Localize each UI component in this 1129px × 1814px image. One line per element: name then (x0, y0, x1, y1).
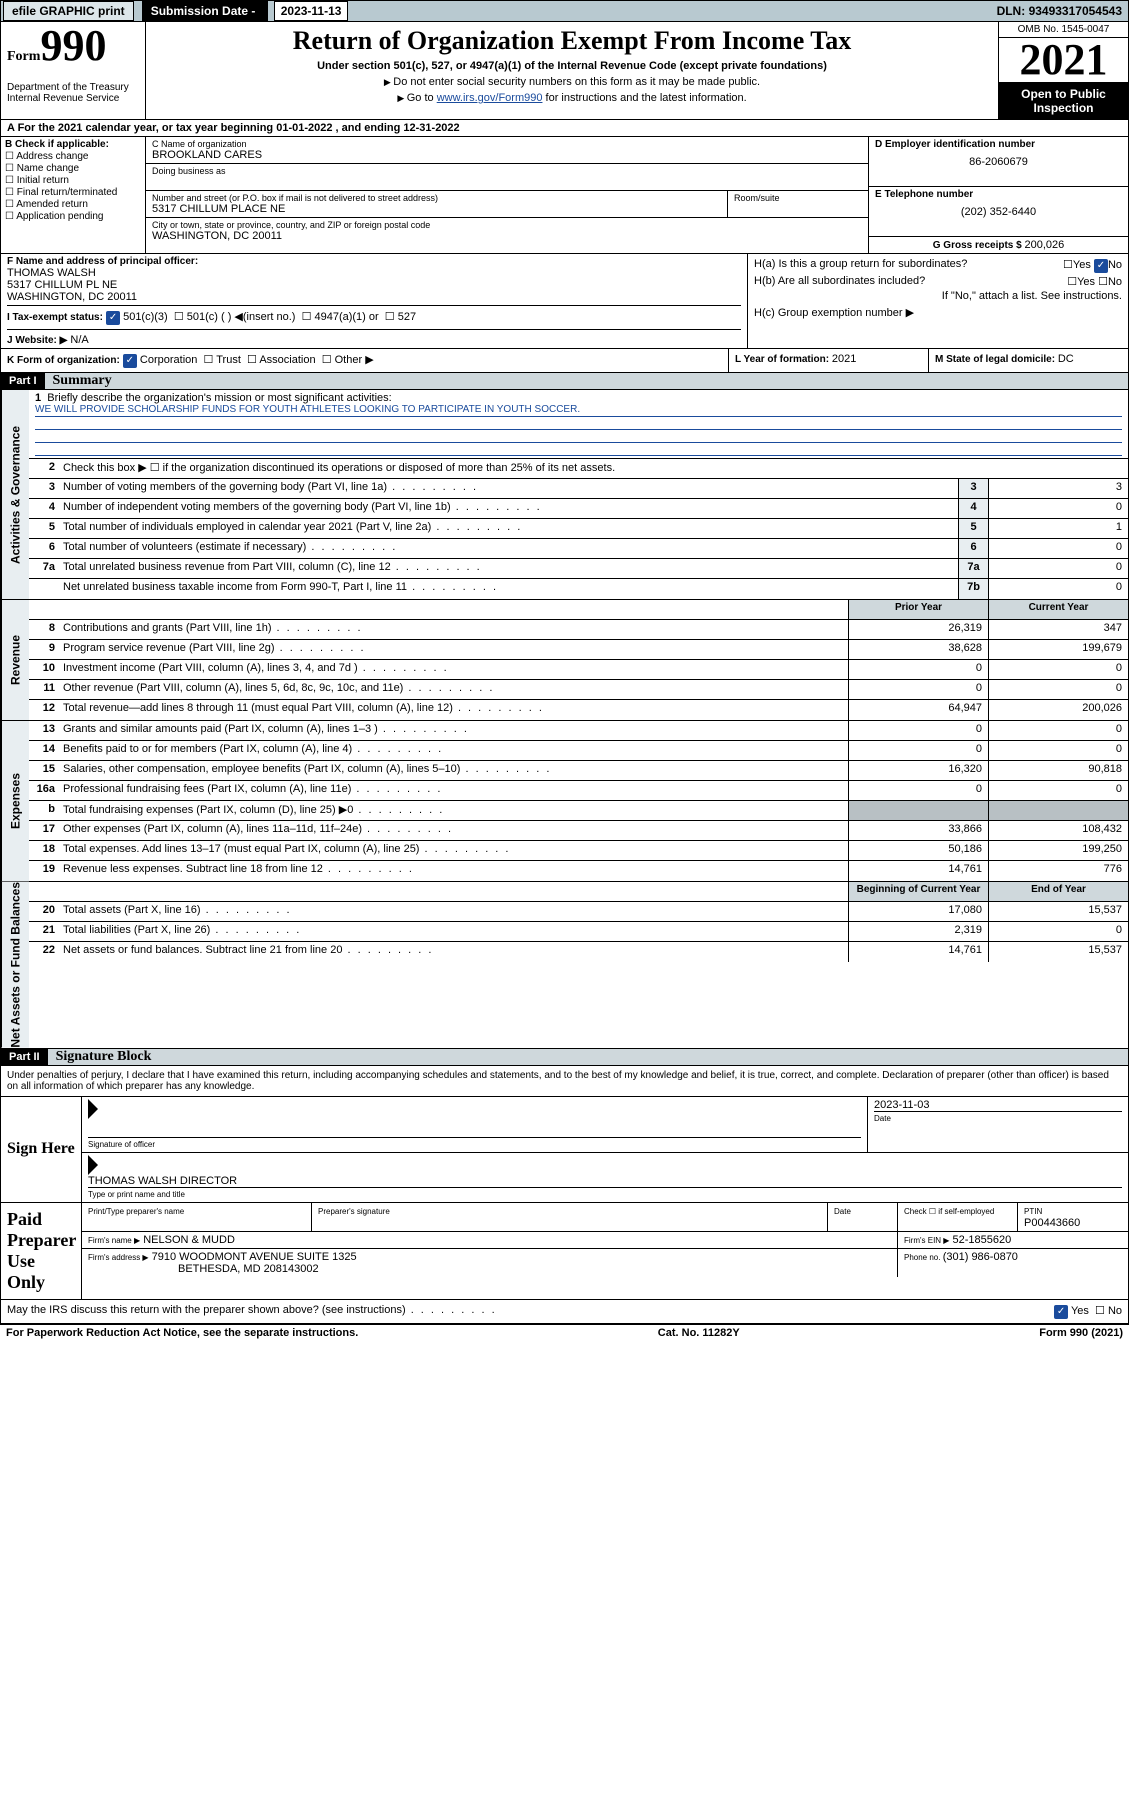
summary-line: 16aProfessional fundraising fees (Part I… (29, 781, 1128, 801)
part-i-header: Part I Summary (0, 373, 1129, 390)
line-2: 2 Check this box ▶ ☐ if the organization… (29, 459, 1128, 479)
officer-group-row: F Name and address of principal officer:… (0, 254, 1129, 349)
summary-line: 8Contributions and grants (Part VIII, li… (29, 620, 1128, 640)
col-d-ein-phone: D Employer identification number 86-2060… (868, 137, 1128, 253)
summary-line: 3Number of voting members of the governi… (29, 479, 1128, 499)
summary-line: 11Other revenue (Part VIII, column (A), … (29, 680, 1128, 700)
submission-date: Submission Date - 2023-11-13 (134, 4, 349, 18)
topbar: efile GRAPHIC print Submission Date - 20… (0, 0, 1129, 22)
street-cell: Number and street (or P.O. box if mail i… (146, 191, 728, 218)
form-of-org: K Form of organization: ✓ Corporation ☐ … (1, 349, 728, 372)
summary-line: 7aTotal unrelated business revenue from … (29, 559, 1128, 579)
cb-name-change[interactable]: Name change (5, 163, 141, 174)
goto-note: Go to www.irs.gov/Form990 for instructio… (150, 92, 994, 104)
summary-line: Net unrelated business taxable income fr… (29, 579, 1128, 599)
summary-line: 15Salaries, other compensation, employee… (29, 761, 1128, 781)
cb-initial-return[interactable]: Initial return (5, 175, 141, 186)
org-name: BROOKLAND CARES (152, 149, 862, 161)
revenue-section: Revenue Prior Year Current Year 8Contrib… (0, 600, 1129, 721)
summary-line: 22Net assets or fund balances. Subtract … (29, 942, 1128, 962)
check-icon: ✓ (106, 311, 120, 325)
summary-line: 14Benefits paid to or for members (Part … (29, 741, 1128, 761)
officer-info: F Name and address of principal officer:… (1, 254, 748, 348)
col-b-checkboxes: B Check if applicable: Address change Na… (1, 137, 146, 253)
part-ii-header: Part II Signature Block (0, 1049, 1129, 1066)
summary-line: 4Number of independent voting members of… (29, 499, 1128, 519)
klm-row: K Form of organization: ✓ Corporation ☐ … (0, 349, 1129, 373)
summary-line: 18Total expenses. Add lines 13–17 (must … (29, 841, 1128, 861)
net-assets-section: Net Assets or Fund Balances Beginning of… (0, 882, 1129, 1049)
revenue-header-row: Prior Year Current Year (29, 600, 1128, 620)
perjury-disclaimer: Under penalties of perjury, I declare th… (1, 1066, 1128, 1096)
net-header-row: Beginning of Current Year End of Year (29, 882, 1128, 902)
org-name-cell: C Name of organization BROOKLAND CARES (146, 137, 868, 164)
governance-section: Activities & Governance 1 Briefly descri… (0, 390, 1129, 600)
col-c-org-info: C Name of organization BROOKLAND CARES D… (146, 137, 868, 253)
year-box: OMB No. 1545-0047 2021 Open to Public In… (998, 22, 1128, 119)
department-label: Department of the Treasury Internal Reve… (7, 82, 139, 104)
summary-line: bTotal fundraising expenses (Part IX, co… (29, 801, 1128, 821)
row-j-website: J Website: ▶ N/A (7, 329, 741, 346)
dln: DLN: 93493317054543 (997, 4, 1128, 18)
discuss-row: May the IRS discuss this return with the… (1, 1299, 1128, 1323)
paid-preparer-row: Paid Preparer Use Only Print/Type prepar… (1, 1202, 1128, 1299)
expenses-tab: Expenses (1, 721, 29, 881)
ein-cell: D Employer identification number 86-2060… (869, 137, 1128, 187)
check-icon: ✓ (1094, 259, 1108, 273)
summary-line: 13Grants and similar amounts paid (Part … (29, 721, 1128, 741)
summary-line: 17Other expenses (Part IX, column (A), l… (29, 821, 1128, 841)
year-formation: L Year of formation: 2021 (728, 349, 928, 372)
hc-line: H(c) Group exemption number ▶ (754, 302, 1122, 319)
cb-app-pending[interactable]: Application pending (5, 211, 141, 222)
efile-button[interactable]: efile GRAPHIC print (3, 1, 134, 21)
row-a-tax-year: A For the 2021 calendar year, or tax yea… (0, 120, 1129, 137)
net-assets-tab: Net Assets or Fund Balances (1, 882, 29, 1048)
signature-block: Under penalties of perjury, I declare th… (0, 1066, 1129, 1324)
ssn-note: Do not enter social security numbers on … (150, 76, 994, 88)
page-footer: For Paperwork Reduction Act Notice, see … (0, 1324, 1129, 1341)
room-suite-cell: Room/suite (728, 191, 868, 218)
summary-line: 5Total number of individuals employed in… (29, 519, 1128, 539)
form-title: Return of Organization Exempt From Incom… (150, 26, 994, 56)
summary-line: 9Program service revenue (Part VIII, lin… (29, 640, 1128, 660)
arrow-icon (88, 1099, 98, 1119)
hb-line: H(b) Are all subordinates included? ☐Yes… (754, 275, 1122, 288)
expenses-section: Expenses 13Grants and similar amounts pa… (0, 721, 1129, 882)
open-to-public: Open to Public Inspection (999, 83, 1128, 119)
gross-receipts-cell: G Gross receipts $ 200,026 (869, 237, 1128, 253)
state-domicile: M State of legal domicile: DC (928, 349, 1128, 372)
row-i-tax-status: I Tax-exempt status: ✓ 501(c)(3) ☐ 501(c… (7, 305, 741, 325)
summary-line: 19Revenue less expenses. Subtract line 1… (29, 861, 1128, 881)
form-title-box: Return of Organization Exempt From Incom… (146, 22, 998, 119)
group-return-info: H(a) Is this a group return for subordin… (748, 254, 1128, 348)
cb-amended[interactable]: Amended return (5, 199, 141, 210)
summary-line: 12Total revenue—add lines 8 through 11 (… (29, 700, 1128, 720)
form-number-box: Form990 Department of the Treasury Inter… (1, 22, 146, 119)
tax-year: 2021 (999, 38, 1128, 83)
form-header: Form990 Department of the Treasury Inter… (0, 22, 1129, 120)
sign-here-row: Sign Here Signature of officer 2023-11-0… (1, 1096, 1128, 1202)
irs-link[interactable]: www.irs.gov/Form990 (437, 92, 543, 104)
mission-box: 1 Briefly describe the organization's mi… (29, 390, 1128, 459)
dba-cell: Doing business as (146, 164, 868, 191)
summary-line: 20Total assets (Part X, line 16)17,08015… (29, 902, 1128, 922)
summary-line: 10Investment income (Part VIII, column (… (29, 660, 1128, 680)
revenue-tab: Revenue (1, 600, 29, 720)
cb-address-change[interactable]: Address change (5, 151, 141, 162)
ha-line: H(a) Is this a group return for subordin… (754, 258, 1122, 273)
cb-final-return[interactable]: Final return/terminated (5, 187, 141, 198)
summary-line: 6Total number of volunteers (estimate if… (29, 539, 1128, 559)
governance-tab: Activities & Governance (1, 390, 29, 599)
city-cell: City or town, state or province, country… (146, 218, 868, 244)
phone-cell: E Telephone number (202) 352-6440 (869, 187, 1128, 237)
arrow-icon (88, 1155, 98, 1175)
summary-line: 21Total liabilities (Part X, line 26)2,3… (29, 922, 1128, 942)
check-icon: ✓ (123, 354, 137, 368)
form-subtitle: Under section 501(c), 527, or 4947(a)(1)… (150, 60, 994, 72)
identity-block: B Check if applicable: Address change Na… (0, 137, 1129, 254)
check-icon: ✓ (1054, 1305, 1068, 1319)
